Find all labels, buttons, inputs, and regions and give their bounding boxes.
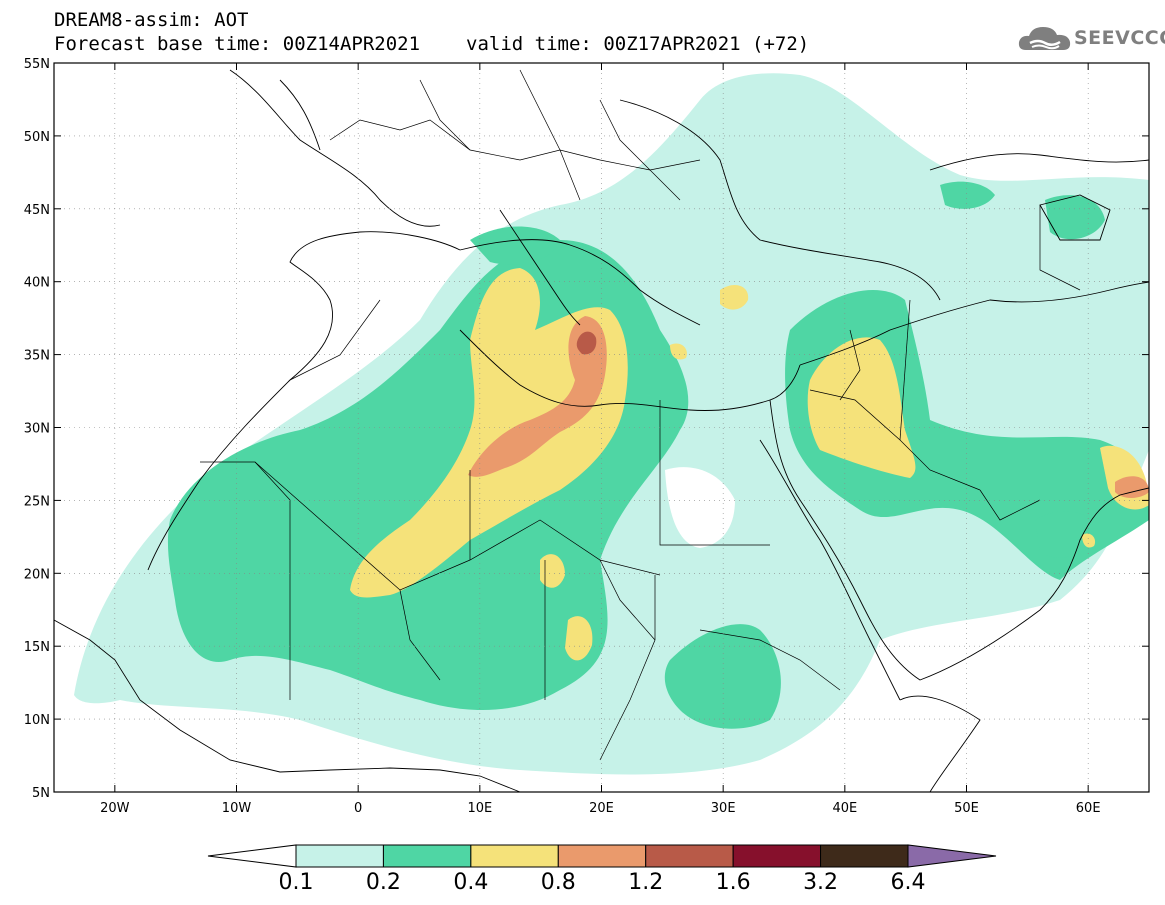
colorbar-level-label: 0.2 [366,870,401,895]
colorbar-over-arrow [907,844,997,868]
valid-time: valid time: 00Z17APR2021 (+72) [466,33,810,55]
lon-label: 20W [100,801,130,816]
lon-label: 40E [832,801,857,816]
border [289,299,381,381]
logo-text: SEEVCCC [1074,27,1165,49]
lat-label: 20N [24,567,50,582]
colorbar-level-label: 1.2 [628,870,663,895]
coastline [459,329,801,411]
lon-label: 20E [589,801,614,816]
aot-band-0.4 [540,554,565,588]
model-title: DREAM8-assim: AOT [54,9,249,31]
border [399,589,441,681]
lon-label: 60E [1076,801,1101,816]
aot-band-0.2 [1035,511,1100,558]
coastline [147,231,461,571]
aot-band-0.4 [670,343,687,360]
aot-band-0.8 [1115,476,1149,498]
border [699,629,841,691]
border [599,575,656,761]
colorbar-under-arrow [207,844,297,868]
lat-label: 5N [32,786,50,801]
time-line: Forecast base time: 00Z14APR2021 valid ti… [54,33,809,55]
longitude-labels: 20W 10W 0 10E 20E 30E 40E 50E 60E [100,801,1100,816]
lat-label: 35N [24,349,50,364]
colorbar-level-label: 6.4 [891,870,926,895]
latitude-labels: 55N 50N 45N 40N 35N 30N 25N 20N 15N 10N 5N [24,57,50,801]
lat-label: 25N [24,494,50,509]
coastlines [54,69,1149,792]
forecast-base-time: Forecast base time: 00Z14APR2021 [54,33,421,55]
border [839,329,861,401]
aot-band-0.4 [565,616,593,661]
border [519,69,581,201]
coastline [929,153,1149,171]
seevccc-logo: SEEVCCC [1018,24,1165,54]
colorbar-level-label: 0.1 [279,870,314,895]
coastline [769,399,1149,681]
coastline [899,695,981,792]
border [599,559,656,641]
aot-band-0.4 [807,337,916,478]
aot-band-1.2 [576,331,597,355]
border [659,400,770,546]
coastline [279,79,321,151]
colorbar-swatch [382,844,472,868]
aot-band-0.1 [665,467,735,548]
cloud-icon [1018,27,1071,50]
lon-label: 0 [354,801,362,816]
aot-band-0.4 [1082,533,1096,548]
aot-band-0.2 [940,181,995,209]
lat-label: 50N [24,130,50,145]
colorbar-swatch [295,844,384,868]
border [200,461,291,700]
coastline [799,281,1149,366]
aot-band-0.2 [470,226,560,265]
aot-band-0.1 [839,529,1020,604]
border [599,99,681,201]
coastline [499,209,581,326]
border [329,119,701,171]
border [899,299,911,441]
borders [200,69,1081,761]
aot-band-0.4 [720,285,749,310]
border [979,489,1041,521]
colorbar-level-label: 1.6 [716,870,751,895]
colorbar-level-label: 0.4 [453,870,488,895]
lon-label: 10W [222,801,252,816]
aot-band-0.2 [1045,195,1105,240]
lat-label: 10N [24,713,50,728]
colorbar-swatch [470,844,559,868]
lat-label: 15N [24,640,50,655]
colorbar-swatch [820,844,909,868]
coastline [619,99,941,301]
lat-label: 40N [24,276,50,291]
colorbar-level-label: 0.8 [541,870,576,895]
lat-label: 30N [24,422,50,437]
colorbar-swatch [645,844,734,868]
coastline [54,619,521,792]
lon-label: 10E [467,801,492,816]
lon-label: 50E [954,801,979,816]
lon-label: 30E [711,801,736,816]
colorbar: 0.1 0.2 0.4 0.8 1.2 1.6 3.2 6.4 [207,844,997,895]
border [419,79,471,151]
colorbar-swatch [557,844,647,868]
coastline [229,69,441,227]
colorbar-swatch [732,844,822,868]
aot-band-0.4 [350,268,628,598]
coastline [759,439,901,701]
lat-label: 45N [24,203,50,218]
border [1039,205,1081,291]
aot-field [74,73,1149,775]
coastline [459,239,701,326]
lat-label: 55N [24,57,50,72]
coastline [1039,194,1111,241]
axis-ticks [54,62,1149,793]
aot-band-0.2 [664,624,781,729]
border [254,461,661,591]
colorbar-level-label: 3.2 [803,870,838,895]
aot-band-0.8 [468,316,607,477]
